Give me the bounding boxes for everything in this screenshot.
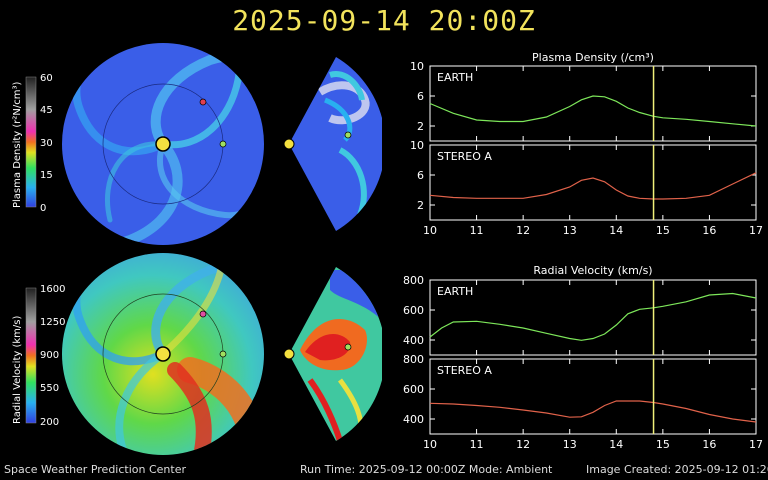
velocity-colorbar-tick: 900 xyxy=(40,350,59,361)
velocity-panel-title: Radial Velocity (km/s) xyxy=(533,264,652,277)
x-tick-label: 10 xyxy=(423,438,437,451)
density-panel-title: Plasma Density (/cm³) xyxy=(532,51,654,64)
panel-frame xyxy=(429,279,757,356)
x-tick-label: 12 xyxy=(516,438,530,451)
sun-marker xyxy=(155,136,171,152)
footer-org: Space Weather Prediction Center xyxy=(4,463,186,476)
y-tick-label: 6 xyxy=(417,169,424,182)
x-tick-label: 11 xyxy=(470,224,484,237)
velocity-ecliptic-disk xyxy=(62,253,264,455)
footer-bar: Space Weather Prediction Center Run Time… xyxy=(0,462,768,480)
y-tick-label: 800 xyxy=(403,274,424,287)
series-line xyxy=(429,95,757,127)
earth-marker xyxy=(219,140,227,148)
velocity-panel-title-group: Radial Velocity (km/s) xyxy=(533,264,652,277)
y-tick-label: 600 xyxy=(403,304,424,317)
timeseries-panel: 10 6 2 10 11 12 13 14 15 16 17 STEREO A xyxy=(410,139,763,237)
y-tick-label: 10 xyxy=(410,60,424,73)
velocity-colorbar-tick: 1600 xyxy=(40,284,65,295)
density-panel-title-group: Plasma Density (/cm³) xyxy=(532,51,654,64)
density-colorbar-tick: 45 xyxy=(40,105,53,116)
x-tick-label: 11 xyxy=(470,438,484,451)
x-tick-label: 14 xyxy=(609,438,623,451)
x-tick-label: 14 xyxy=(609,224,623,237)
panel-label: EARTH xyxy=(437,285,473,298)
x-tick-label: 17 xyxy=(749,438,763,451)
velocity-colorbar-label: Radial Velocity (km/s) xyxy=(12,316,23,424)
series-line xyxy=(429,400,757,423)
x-tick-label: 17 xyxy=(749,224,763,237)
panel-label: EARTH xyxy=(437,71,473,84)
planet-marker xyxy=(199,98,207,106)
series-line xyxy=(429,172,757,200)
x-tick-label: 16 xyxy=(702,438,716,451)
density-ecliptic-disk xyxy=(62,43,264,245)
velocity-meridional-wedge xyxy=(283,267,382,441)
footer-image-created: Image Created: 2025-09-12 01:26Z xyxy=(586,463,768,476)
density-colorbar-tick: 30 xyxy=(40,138,53,149)
y-tick-label: 400 xyxy=(403,413,424,426)
panel-frame xyxy=(429,358,757,435)
velocity-colorbar: 1600 1250 900 550 200 Radial Velocity (k… xyxy=(12,284,65,428)
timeseries-panel: 800 600 400 EARTH xyxy=(403,274,757,356)
x-tick-label: 16 xyxy=(702,224,716,237)
x-tick-label: 12 xyxy=(516,224,530,237)
footer-run-time: Run Time: 2025-09-12 00:00Z Mode: Ambien… xyxy=(300,463,553,476)
panel-frame xyxy=(429,65,757,142)
timeseries-panel: 800 600 400 10 11 12 13 14 15 16 17 STEREO A xyxy=(403,353,763,451)
panel-label: STEREO A xyxy=(437,150,492,163)
datetime-title: 2025-09-14 20:00Z xyxy=(232,4,536,37)
density-colorbar-tick: 15 xyxy=(40,170,53,181)
panel-label: STEREO A xyxy=(437,364,492,377)
y-tick-label: 10 xyxy=(410,139,424,152)
y-tick-label: 600 xyxy=(403,383,424,396)
y-tick-label: 6 xyxy=(417,90,424,103)
x-tick-label: 15 xyxy=(656,438,670,451)
x-tick-label: 13 xyxy=(563,224,577,237)
velocity-colorbar-tick: 1250 xyxy=(40,317,65,328)
series-line xyxy=(429,292,757,341)
y-tick-label: 400 xyxy=(403,334,424,347)
velocity-colorbar-tick: 200 xyxy=(40,417,59,428)
y-tick-label: 800 xyxy=(403,353,424,366)
timeseries-panel: 10 6 2 EARTH xyxy=(410,60,757,142)
x-tick-label: 15 xyxy=(656,224,670,237)
velocity-colorbar-tick: 550 xyxy=(40,383,59,394)
y-tick-label: 2 xyxy=(417,120,424,133)
density-colorbar-tick: 60 xyxy=(40,73,53,84)
density-colorbar: 60 45 30 15 0 Plasma Density (r²N/cm³) xyxy=(12,73,53,214)
x-tick-label: 13 xyxy=(563,438,577,451)
x-tick-label: 10 xyxy=(423,224,437,237)
density-colorbar-tick: 0 xyxy=(40,203,46,214)
y-tick-label: 2 xyxy=(417,199,424,212)
panel-frame xyxy=(429,144,757,221)
density-colorbar-label: Plasma Density (r²N/cm³) xyxy=(12,81,23,208)
density-meridional-wedge xyxy=(283,57,382,231)
